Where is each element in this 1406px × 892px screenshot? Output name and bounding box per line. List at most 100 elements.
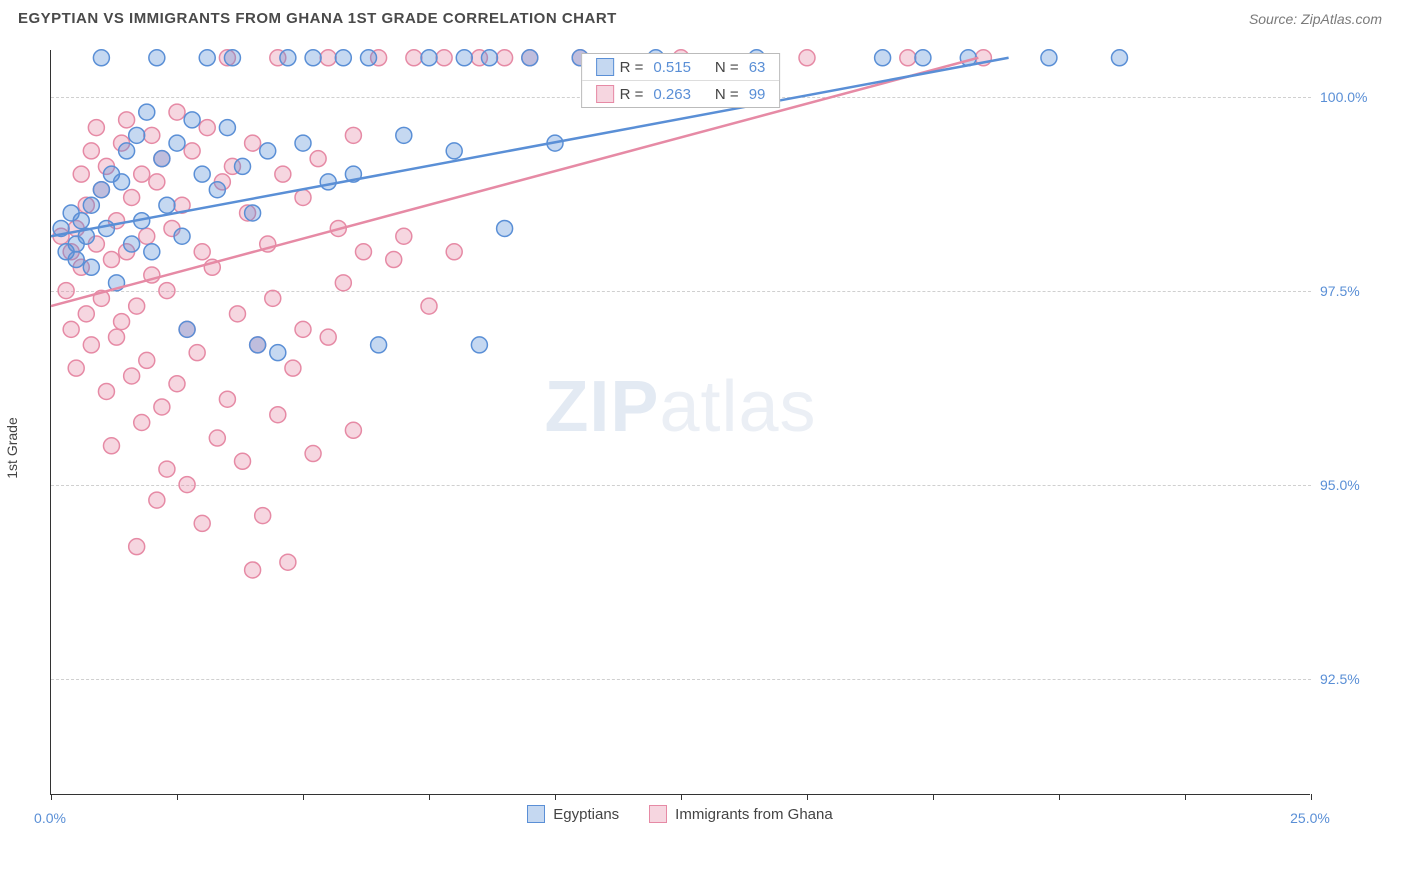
series-legend: Egyptians Immigrants from Ghana: [50, 805, 1310, 823]
y-tick-label: 95.0%: [1320, 477, 1360, 493]
data-point: [421, 50, 437, 66]
data-point: [275, 166, 291, 182]
data-point: [280, 50, 296, 66]
r-value-ghana: 0.263: [653, 86, 691, 103]
data-point: [159, 461, 175, 477]
data-point: [194, 244, 210, 260]
y-axis-label: 1st Grade: [4, 417, 20, 478]
data-point: [78, 306, 94, 322]
data-point: [194, 515, 210, 531]
data-point: [219, 120, 235, 136]
data-point: [295, 135, 311, 151]
r-label: R =: [620, 59, 644, 76]
legend-label-egyptians: Egyptians: [553, 806, 619, 823]
data-point: [915, 50, 931, 66]
data-point: [83, 259, 99, 275]
data-point: [73, 166, 89, 182]
data-point: [88, 120, 104, 136]
data-point: [124, 368, 140, 384]
data-point: [305, 50, 321, 66]
data-point: [144, 127, 160, 143]
data-point: [83, 143, 99, 159]
data-point: [345, 422, 361, 438]
data-point: [285, 360, 301, 376]
data-point: [305, 446, 321, 462]
data-point: [179, 321, 195, 337]
trend-line: [51, 58, 978, 306]
data-point: [124, 236, 140, 252]
data-point: [98, 383, 114, 399]
data-point: [320, 174, 336, 190]
data-point: [446, 143, 462, 159]
data-point: [456, 50, 472, 66]
data-point: [421, 298, 437, 314]
data-point: [522, 50, 538, 66]
data-point: [139, 104, 155, 120]
data-point: [396, 228, 412, 244]
data-point: [129, 298, 145, 314]
legend-label-ghana: Immigrants from Ghana: [675, 806, 833, 823]
data-point: [209, 182, 225, 198]
legend-item-egyptians: Egyptians: [527, 805, 619, 823]
data-point: [93, 50, 109, 66]
data-point: [184, 112, 200, 128]
data-point: [245, 135, 261, 151]
data-point: [436, 50, 452, 66]
data-point: [280, 554, 296, 570]
data-point: [255, 508, 271, 524]
data-point: [199, 120, 215, 136]
data-point: [406, 50, 422, 66]
r-value-egyptians: 0.515: [653, 59, 691, 76]
data-point: [310, 151, 326, 167]
n-label: N =: [715, 86, 739, 103]
data-point: [149, 492, 165, 508]
chart-title: EGYPTIAN VS IMMIGRANTS FROM GHANA 1ST GR…: [18, 10, 617, 27]
data-point: [68, 252, 84, 268]
legend-swatch-egyptians: [596, 58, 614, 76]
data-point: [345, 127, 361, 143]
data-point: [471, 337, 487, 353]
data-point: [93, 182, 109, 198]
data-point: [129, 539, 145, 555]
data-point: [481, 50, 497, 66]
data-point: [169, 376, 185, 392]
data-point: [124, 189, 140, 205]
data-point: [103, 438, 119, 454]
data-point: [245, 205, 261, 221]
chart-container: ZIPatlas R = 0.515 N = 63 R = 0.263 N = …: [50, 50, 1390, 830]
data-point: [119, 112, 135, 128]
data-point: [139, 352, 155, 368]
data-point: [235, 158, 251, 174]
data-point: [335, 50, 351, 66]
plot-area: ZIPatlas R = 0.515 N = 63 R = 0.263 N = …: [50, 50, 1310, 795]
data-point: [295, 189, 311, 205]
data-point: [169, 104, 185, 120]
data-point: [320, 329, 336, 345]
data-point: [245, 562, 261, 578]
data-point: [58, 283, 74, 299]
data-point: [63, 321, 79, 337]
data-point: [320, 50, 336, 66]
legend-swatch-egyptians: [527, 805, 545, 823]
data-point: [139, 228, 155, 244]
data-point: [169, 135, 185, 151]
data-point: [159, 197, 175, 213]
data-point: [229, 306, 245, 322]
data-point: [134, 166, 150, 182]
data-point: [194, 166, 210, 182]
data-point: [270, 407, 286, 423]
data-point: [68, 360, 84, 376]
data-point: [83, 337, 99, 353]
data-point: [114, 314, 130, 330]
data-point: [371, 337, 387, 353]
data-point: [396, 127, 412, 143]
data-point: [114, 174, 130, 190]
n-value-egyptians: 63: [749, 59, 766, 76]
data-point: [446, 244, 462, 260]
data-point: [119, 143, 135, 159]
data-point: [189, 345, 205, 361]
data-point: [270, 345, 286, 361]
data-point: [209, 430, 225, 446]
data-point: [799, 50, 815, 66]
data-point: [1111, 50, 1127, 66]
